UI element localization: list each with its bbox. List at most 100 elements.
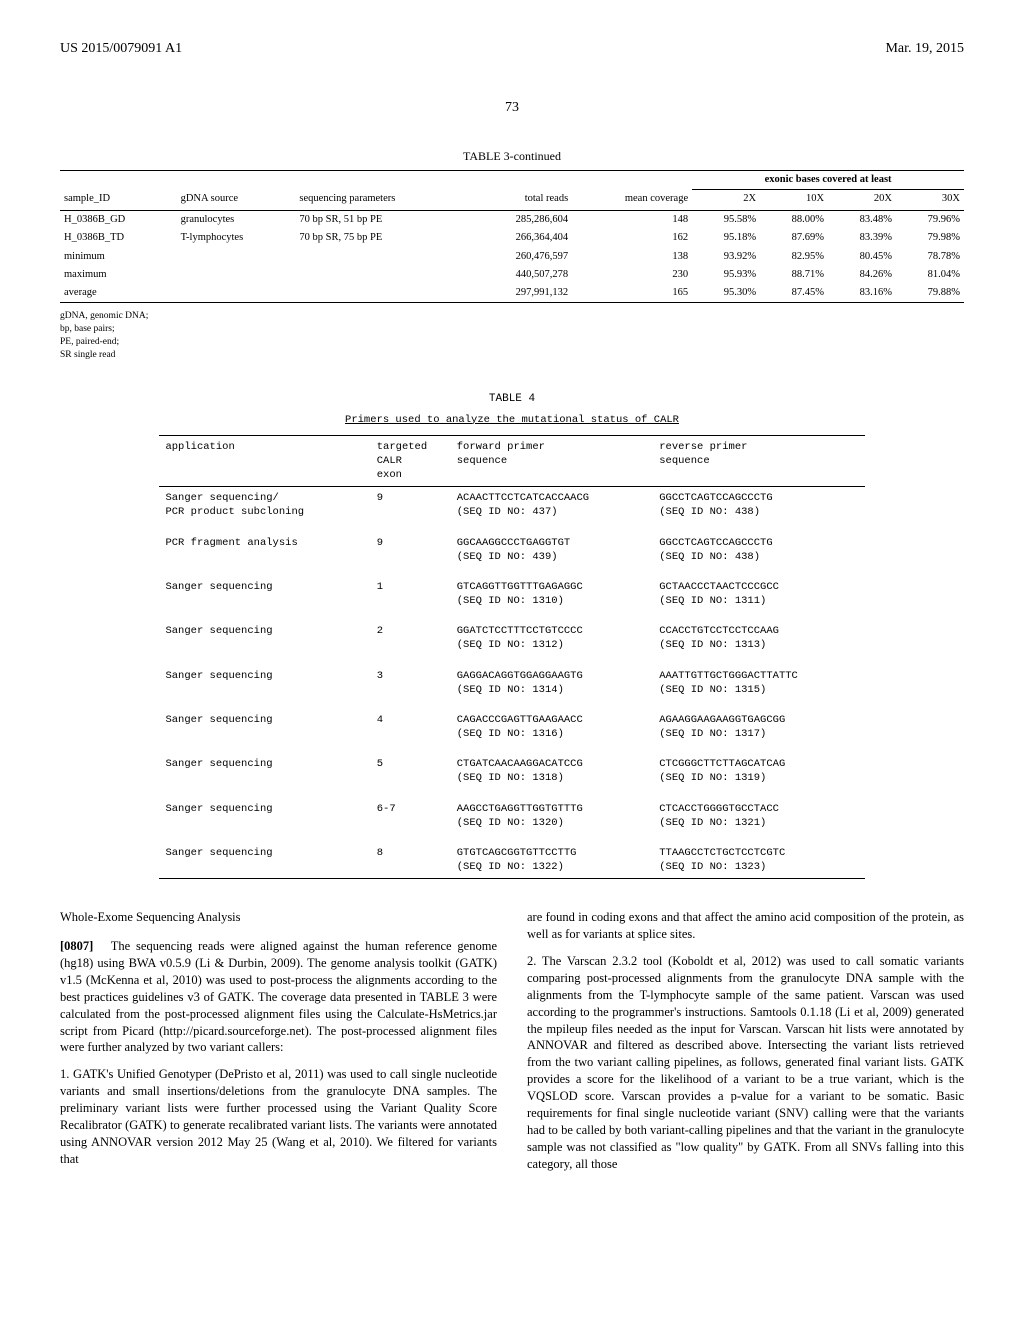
cell-rev: GGCCTCAGTCCAGCCCTG(SEQ ID NO: 438): [653, 487, 864, 524]
table-cell: 79.88%: [896, 284, 964, 303]
table-cell: H_0386B_TD: [60, 229, 177, 247]
cell-fwd: CAGACCCGAGTTGAAGAACC(SEQ ID NO: 1316): [451, 709, 653, 745]
footnote: bp, base pairs;: [60, 324, 964, 336]
cell-application: Sanger sequencing: [159, 576, 370, 612]
cell-rev: AAATTGTTGCTGGGACTTATTC(SEQ ID NO: 1315): [653, 665, 864, 701]
table-cell: 165: [572, 284, 692, 303]
table-cell: 83.48%: [828, 211, 896, 230]
col-gdna-source: gDNA source: [177, 190, 296, 211]
table-row: average 297,991,13216595.30%87.45%83.16%7…: [60, 284, 964, 303]
col-sample-id: sample_ID: [60, 190, 177, 211]
table-row: Sanger sequencing3GAGGACAGGTGGAGGAAGTG(S…: [159, 665, 864, 701]
table-cell: 297,991,132: [470, 284, 572, 303]
cell-application: Sanger sequencing: [159, 842, 370, 879]
table4: application targetedCALRexon forward pri…: [159, 435, 864, 880]
cell-rev: GCTAACCCTAACTCCCGCC(SEQ ID NO: 1311): [653, 576, 864, 612]
cell-exon: 9: [371, 487, 451, 524]
page-header: US 2015/0079091 A1 Mar. 19, 2015: [60, 40, 964, 59]
table-cell: minimum: [60, 248, 177, 266]
cell-exon: 9: [371, 532, 451, 568]
table-cell: T-lymphocytes: [177, 229, 296, 247]
footnote: SR single read: [60, 350, 964, 362]
table-cell: 93.92%: [692, 248, 760, 266]
table-cell: 230: [572, 266, 692, 284]
table-cell: [177, 266, 296, 284]
table3-footnotes: gDNA, genomic DNA;bp, base pairs;PE, pai…: [60, 311, 964, 362]
table-row: Sanger sequencing2GGATCTCCTTTCCTGTCCCC(S…: [159, 620, 864, 656]
body-columns: Whole-Exome Sequencing Analysis [0807] T…: [60, 909, 964, 1182]
table-row: Sanger sequencing4CAGACCCGAGTTGAAGAACC(S…: [159, 709, 864, 745]
table-cell: maximum: [60, 266, 177, 284]
table-cell: 87.45%: [760, 284, 828, 303]
col-seq-params: sequencing parameters: [295, 190, 470, 211]
cell-exon: 2: [371, 620, 451, 656]
table-cell: 266,364,404: [470, 229, 572, 247]
table-row: H_0386B_GDgranulocytes70 bp SR, 51 bp PE…: [60, 211, 964, 230]
cell-exon: 8: [371, 842, 451, 879]
table-cell: 138: [572, 248, 692, 266]
cell-exon: 1: [371, 576, 451, 612]
cell-exon: 3: [371, 665, 451, 701]
cell-application: Sanger sequencing: [159, 620, 370, 656]
table-cell: 70 bp SR, 51 bp PE: [295, 211, 470, 230]
table-cell: 78.78%: [896, 248, 964, 266]
section-heading: Whole-Exome Sequencing Analysis: [60, 909, 497, 926]
publication-number: US 2015/0079091 A1: [60, 40, 182, 59]
col-rev-primer: reverse primersequence: [653, 435, 864, 487]
col-2x: 2X: [692, 190, 760, 211]
cell-application: Sanger sequencing: [159, 753, 370, 789]
table-cell: 148: [572, 211, 692, 230]
col-application: application: [159, 435, 370, 487]
table-cell: 79.96%: [896, 211, 964, 230]
paragraph-list1: 1. GATK's Unified Genotyper (DePristo et…: [60, 1066, 497, 1167]
col-exon: targetedCALRexon: [371, 435, 451, 487]
table-cell: 88.00%: [760, 211, 828, 230]
table-cell: average: [60, 284, 177, 303]
cell-rev: CTCACCTGGGGTGCCTACC(SEQ ID NO: 1321): [653, 798, 864, 834]
table-row: Sanger sequencing/PCR product subcloning…: [159, 487, 864, 524]
cell-rev: CCACCTGTCCTCCTCCAAG(SEQ ID NO: 1313): [653, 620, 864, 656]
table-cell: 440,507,278: [470, 266, 572, 284]
table-cell: 95.18%: [692, 229, 760, 247]
table-cell: 81.04%: [896, 266, 964, 284]
table-cell: 82.95%: [760, 248, 828, 266]
table-cell: [177, 284, 296, 303]
cell-application: PCR fragment analysis: [159, 532, 370, 568]
table-cell: 260,476,597: [470, 248, 572, 266]
table3-grouped-header: exonic bases covered at least: [692, 170, 964, 189]
table4-title: TABLE 4: [60, 392, 964, 407]
table-cell: 162: [572, 229, 692, 247]
cell-application: Sanger sequencing: [159, 709, 370, 745]
cell-fwd: CTGATCAACAAGGACATCCG(SEQ ID NO: 1318): [451, 753, 653, 789]
paragraph-0807: [0807] The sequencing reads were aligned…: [60, 938, 497, 1056]
cell-exon: 4: [371, 709, 451, 745]
col-fwd-primer: forward primersequence: [451, 435, 653, 487]
table-cell: granulocytes: [177, 211, 296, 230]
table-row: PCR fragment analysis9GGCAAGGCCCTGAGGTGT…: [159, 532, 864, 568]
cell-fwd: GGCAAGGCCCTGAGGTGT(SEQ ID NO: 439): [451, 532, 653, 568]
cell-fwd: GTGTCAGCGGTGTTCCTTG(SEQ ID NO: 1322): [451, 842, 653, 879]
cell-fwd: ACAACTTCCTCATCACCAACG(SEQ ID NO: 437): [451, 487, 653, 524]
cell-fwd: AAGCCTGAGGTTGGTGTTTG(SEQ ID NO: 1320): [451, 798, 653, 834]
cell-rev: GGCCTCAGTCCAGCCCTG(SEQ ID NO: 438): [653, 532, 864, 568]
table-cell: [177, 248, 296, 266]
cell-fwd: GAGGACAGGTGGAGGAAGTG(SEQ ID NO: 1314): [451, 665, 653, 701]
table-cell: 79.98%: [896, 229, 964, 247]
footnote: gDNA, genomic DNA;: [60, 311, 964, 323]
table3: exonic bases covered at least sample_ID …: [60, 170, 964, 303]
table-cell: 83.39%: [828, 229, 896, 247]
paragraph-cont1: are found in coding exons and that affec…: [527, 909, 964, 943]
table-cell: 87.69%: [760, 229, 828, 247]
table-cell: 285,286,604: [470, 211, 572, 230]
table-cell: 95.30%: [692, 284, 760, 303]
table-cell: 83.16%: [828, 284, 896, 303]
table-cell: 95.93%: [692, 266, 760, 284]
table-row: minimum260,476,59713893.92%82.95%80.45%7…: [60, 248, 964, 266]
table-row: Sanger sequencing8GTGTCAGCGGTGTTCCTTG(SE…: [159, 842, 864, 879]
table-row: Sanger sequencing1GTCAGGTTGGTTTGAGAGGC(S…: [159, 576, 864, 612]
table-cell: 95.58%: [692, 211, 760, 230]
table-cell: 84.26%: [828, 266, 896, 284]
col-mean-coverage: mean coverage: [572, 190, 692, 211]
cell-exon: 5: [371, 753, 451, 789]
table-row: Sanger sequencing6-7AAGCCTGAGGTTGGTGTTTG…: [159, 798, 864, 834]
